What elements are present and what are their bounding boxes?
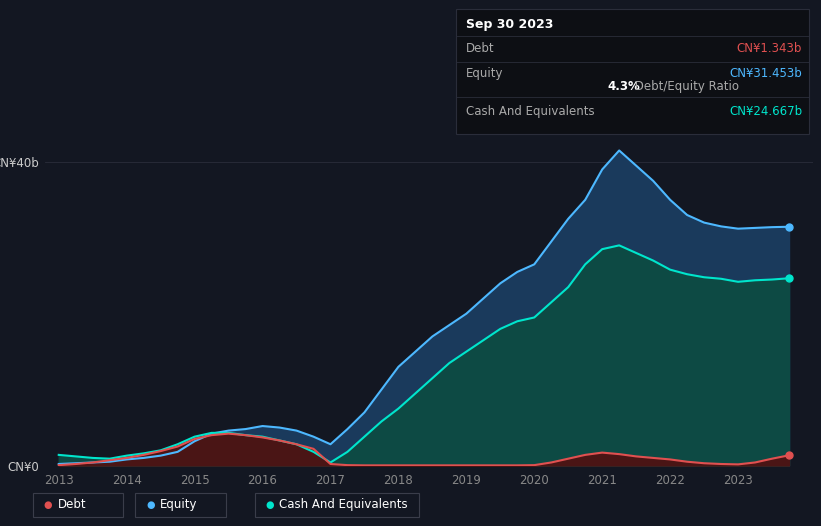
- Text: Equity: Equity: [160, 499, 198, 511]
- Text: ●: ●: [44, 500, 52, 510]
- Text: Cash And Equivalents: Cash And Equivalents: [466, 105, 594, 118]
- Text: Equity: Equity: [466, 67, 503, 79]
- Text: CN¥24.667b: CN¥24.667b: [729, 105, 802, 118]
- Text: Sep 30 2023: Sep 30 2023: [466, 18, 553, 31]
- Text: 4.3%: 4.3%: [608, 80, 640, 93]
- Text: ●: ●: [146, 500, 154, 510]
- Text: Debt/Equity Ratio: Debt/Equity Ratio: [631, 80, 739, 93]
- Text: CN¥1.343b: CN¥1.343b: [736, 42, 802, 55]
- Text: Debt: Debt: [466, 42, 494, 55]
- Text: CN¥31.453b: CN¥31.453b: [729, 67, 802, 79]
- Text: ●: ●: [265, 500, 273, 510]
- Text: Debt: Debt: [57, 499, 86, 511]
- Text: Cash And Equivalents: Cash And Equivalents: [279, 499, 408, 511]
